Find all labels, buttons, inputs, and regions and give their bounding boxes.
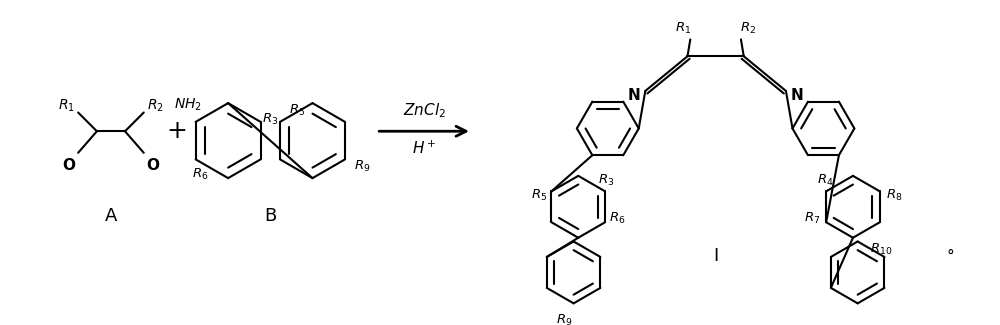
Text: $ZnCl_2$: $ZnCl_2$ xyxy=(403,101,446,120)
Text: $H^+$: $H^+$ xyxy=(412,139,436,157)
Text: $R_1$: $R_1$ xyxy=(58,98,75,114)
Text: $R_7$: $R_7$ xyxy=(804,211,820,226)
Text: $R_5$: $R_5$ xyxy=(289,103,305,118)
Text: O: O xyxy=(62,158,75,174)
Text: O: O xyxy=(147,158,160,174)
Text: $R_6$: $R_6$ xyxy=(609,211,626,226)
Text: $R_4$: $R_4$ xyxy=(817,173,833,188)
Text: B: B xyxy=(264,207,276,225)
Text: $R_1$: $R_1$ xyxy=(675,20,691,36)
Text: $R_2$: $R_2$ xyxy=(147,98,163,114)
Text: $NH_2$: $NH_2$ xyxy=(174,97,202,113)
Text: A: A xyxy=(105,207,117,225)
Text: $R_2$: $R_2$ xyxy=(740,20,756,36)
Text: $R_5$: $R_5$ xyxy=(531,188,547,203)
Text: $R_9$: $R_9$ xyxy=(556,313,572,325)
Text: +: + xyxy=(166,119,187,143)
Text: $R_6$: $R_6$ xyxy=(192,167,209,182)
Text: N: N xyxy=(791,88,804,103)
Text: $R_3$: $R_3$ xyxy=(262,111,278,127)
Text: $R_9$: $R_9$ xyxy=(354,159,370,175)
Text: $R_{10}$: $R_{10}$ xyxy=(870,241,892,256)
Text: I: I xyxy=(713,247,718,265)
Text: °: ° xyxy=(946,248,954,264)
Text: N: N xyxy=(628,88,640,103)
Text: $R_8$: $R_8$ xyxy=(886,188,902,203)
Text: $R_3$: $R_3$ xyxy=(598,173,615,188)
